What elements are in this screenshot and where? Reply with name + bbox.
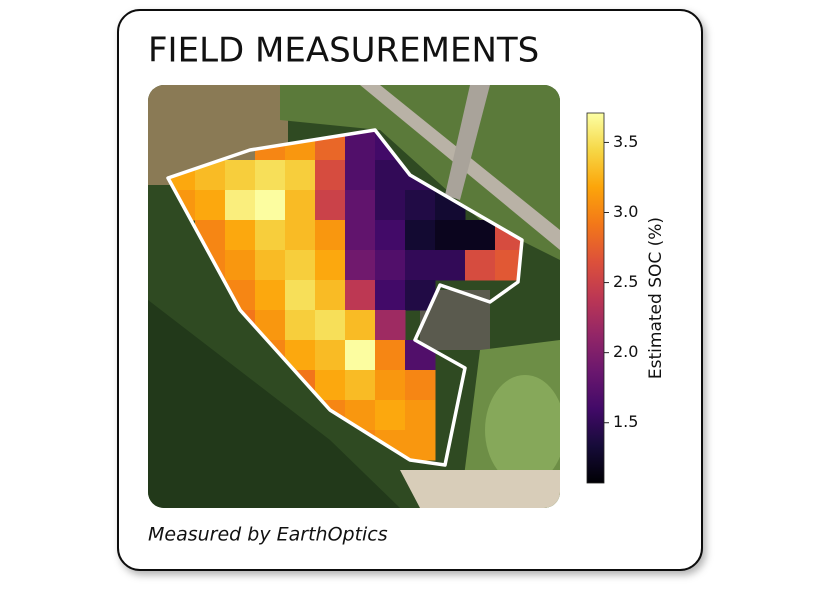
caption: Measured by EarthOptics (148, 524, 388, 546)
colorbar-ticks: 1.5 2.0 2.5 3.0 3.5 (604, 132, 638, 431)
field-boundary (166, 128, 524, 467)
heatmap-cell (345, 190, 376, 221)
heatmap-cell (435, 220, 466, 251)
heatmap-cell (375, 370, 406, 401)
heatmap-cell (375, 220, 406, 251)
heatmap-cell (225, 190, 256, 221)
heatmap-cell (375, 250, 406, 281)
heatmap-cell (375, 400, 406, 431)
heatmap-cell (375, 340, 406, 371)
heatmap-cell (375, 310, 406, 341)
heatmap-cell (405, 400, 436, 431)
heatmap-cell (345, 220, 376, 251)
heatmap-cell (255, 220, 286, 251)
heatmap-cell (345, 370, 376, 401)
heatmap-cell (225, 250, 256, 281)
heatmap-cell (315, 250, 346, 281)
colorbar-tick-label: 1.5 (613, 412, 638, 431)
colorbar-tick-label: 3.0 (613, 202, 638, 221)
heatmap-cell (195, 190, 226, 221)
heatmap-cell (375, 190, 406, 221)
heatmap-cell (255, 190, 286, 221)
heatmap-cell (255, 250, 286, 281)
heatmap-cell (315, 370, 346, 401)
heatmap-cell (345, 250, 376, 281)
heatmap-cell (225, 160, 256, 191)
heatmap-cell (315, 340, 346, 371)
heatmap-cell (345, 310, 376, 341)
colorbar-tick-label: 3.5 (613, 132, 638, 151)
heatmap-cell (345, 340, 376, 371)
title: FIELD MEASUREMENTS (148, 31, 539, 71)
heatmap-cell (285, 160, 316, 191)
heatmap-cell (285, 220, 316, 251)
heatmap-cell (405, 220, 436, 251)
heatmap-cell (315, 160, 346, 191)
heatmap-cell (465, 250, 496, 281)
colorbar-tick-label: 2.5 (613, 272, 638, 291)
heatmap-cell (315, 310, 346, 341)
heatmap-cell (405, 430, 436, 461)
heatmap-cell (285, 250, 316, 281)
heatmap-cell (375, 280, 406, 311)
heatmap-cell (315, 280, 346, 311)
heatmap-cell (285, 280, 316, 311)
heatmap-cell (315, 220, 346, 251)
heatmap-cell (435, 250, 466, 281)
colorbar-label: Estimated SOC (%) (646, 217, 666, 379)
heatmap-cell (285, 310, 316, 341)
heatmap-cell (405, 250, 436, 281)
heatmap-cell (405, 370, 436, 401)
heatmap-cell (225, 220, 256, 251)
colorbar-tick-label: 2.0 (613, 342, 638, 361)
heatmap-cell (405, 190, 436, 221)
heatmap-cell (345, 160, 376, 191)
colorbar (586, 112, 605, 484)
heatmap-cell (465, 220, 496, 251)
heatmap-cell (315, 190, 346, 221)
heatmap-cell (345, 280, 376, 311)
heatmap-cell (255, 280, 286, 311)
heatmap-cell (255, 160, 286, 191)
heatmap-cell (285, 190, 316, 221)
